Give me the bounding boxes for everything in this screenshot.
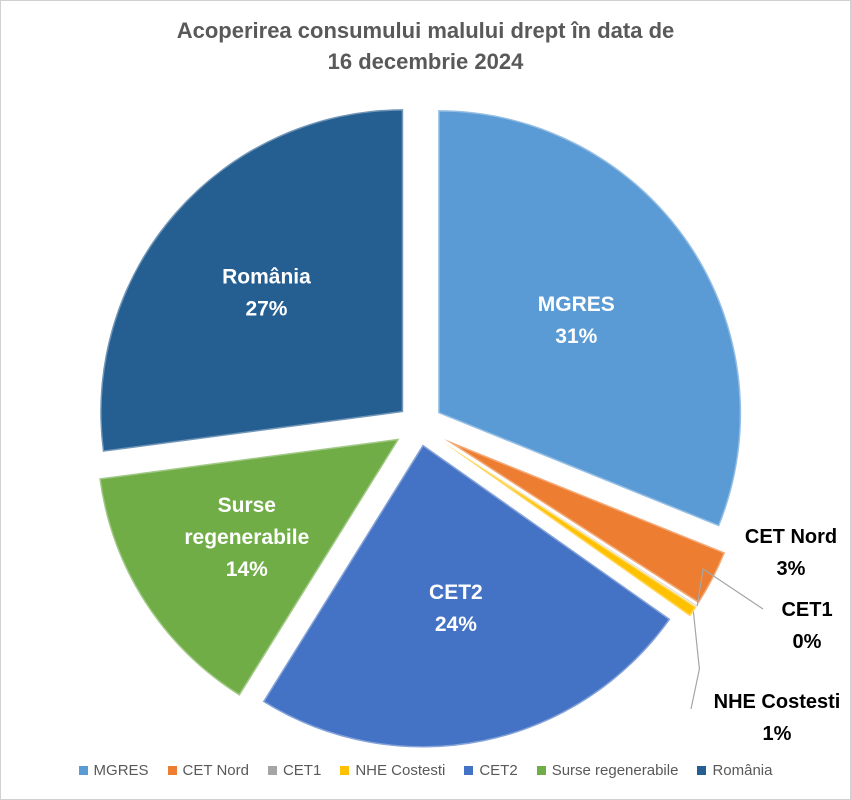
legend-label: CET1 bbox=[282, 761, 322, 779]
chart-legend: MGRES CET Nord CET1 NHE Costesti CET2 Surse r… bbox=[1, 758, 850, 782]
legend-item-cet-nord: CET Nord bbox=[167, 761, 249, 779]
data-label-name: NHE Costesti bbox=[714, 691, 841, 713]
legend-label: Surse regenerabile bbox=[551, 761, 679, 779]
chart-title: Acoperirea consumului malului drept în d… bbox=[1, 15, 850, 77]
legend-label: CET2 bbox=[479, 761, 518, 779]
legend-swatch bbox=[464, 765, 474, 775]
data-label-name: România bbox=[222, 265, 311, 288]
legend-swatch bbox=[340, 765, 350, 775]
chart-title-line-1: Acoperirea consumului malului drept în d… bbox=[176, 18, 675, 43]
data-label-nhe-costesti: NHE Costesti 1% bbox=[714, 691, 841, 745]
data-label-cet2: CET2 24% bbox=[429, 581, 483, 636]
legend-item-mgres: MGRES bbox=[78, 761, 149, 779]
legend-swatch bbox=[267, 765, 277, 775]
data-label-name: CET Nord bbox=[745, 526, 837, 548]
chart-title-line-2: 16 decembrie 2024 bbox=[327, 49, 524, 74]
data-label-value: 24% bbox=[435, 613, 477, 636]
data-label-name: regenerabile bbox=[184, 526, 309, 549]
data-label-name: Surse bbox=[218, 494, 276, 517]
pie-chart: MGRES 31% CET Nord 3% CET1 0% NHE Costesti 1% CE… bbox=[97, 107, 841, 750]
legend-item-nhe-costesti: NHE Costesti bbox=[340, 762, 445, 779]
legend-label: MGRES bbox=[93, 761, 149, 779]
data-label-name: MGRES bbox=[538, 293, 615, 316]
legend-item-romania: România bbox=[697, 762, 772, 779]
data-label-value: 0% bbox=[793, 631, 822, 653]
data-label-value: 3% bbox=[777, 558, 806, 580]
legend-label: NHE Costesti bbox=[355, 761, 446, 779]
pie-slice-surse-regenerabile bbox=[97, 436, 403, 698]
data-label-value: 27% bbox=[245, 297, 287, 320]
data-label-value: 1% bbox=[763, 723, 792, 745]
data-label-name: CET2 bbox=[429, 581, 483, 604]
legend-label: CET Nord bbox=[182, 761, 249, 779]
data-label-value: 31% bbox=[555, 325, 597, 348]
pie-slice-mgres bbox=[436, 108, 743, 529]
leader-line-nhe-costesti bbox=[690, 611, 701, 710]
legend-item-surse-regenerabile: Surse regenerabile bbox=[536, 761, 679, 779]
pie-slice-nhe-costesti bbox=[441, 440, 699, 619]
data-label-cet1: CET1 0% bbox=[781, 599, 832, 653]
legend-item-cet1: CET1 bbox=[267, 761, 322, 779]
legend-swatch bbox=[697, 765, 707, 775]
legend-swatch bbox=[78, 765, 88, 775]
legend-label: România bbox=[712, 761, 773, 779]
data-label-name: CET1 bbox=[781, 599, 832, 621]
data-label-surse-regenerabile: Surse regenerabile 14% bbox=[184, 494, 309, 581]
legend-item-cet2: CET2 bbox=[464, 761, 518, 779]
pie-slice-cet-nord bbox=[443, 437, 728, 606]
data-label-mgres: MGRES 31% bbox=[538, 293, 615, 348]
pie-slice-romania bbox=[98, 107, 405, 454]
data-label-romania: România 27% bbox=[222, 265, 311, 320]
pie-slice-cet2 bbox=[260, 442, 673, 750]
data-label-cet-nord: CET Nord 3% bbox=[745, 526, 837, 580]
leader-line-cet1 bbox=[696, 567, 764, 610]
data-label-value: 14% bbox=[226, 558, 268, 581]
legend-swatch bbox=[536, 765, 546, 775]
legend-swatch bbox=[167, 765, 177, 775]
